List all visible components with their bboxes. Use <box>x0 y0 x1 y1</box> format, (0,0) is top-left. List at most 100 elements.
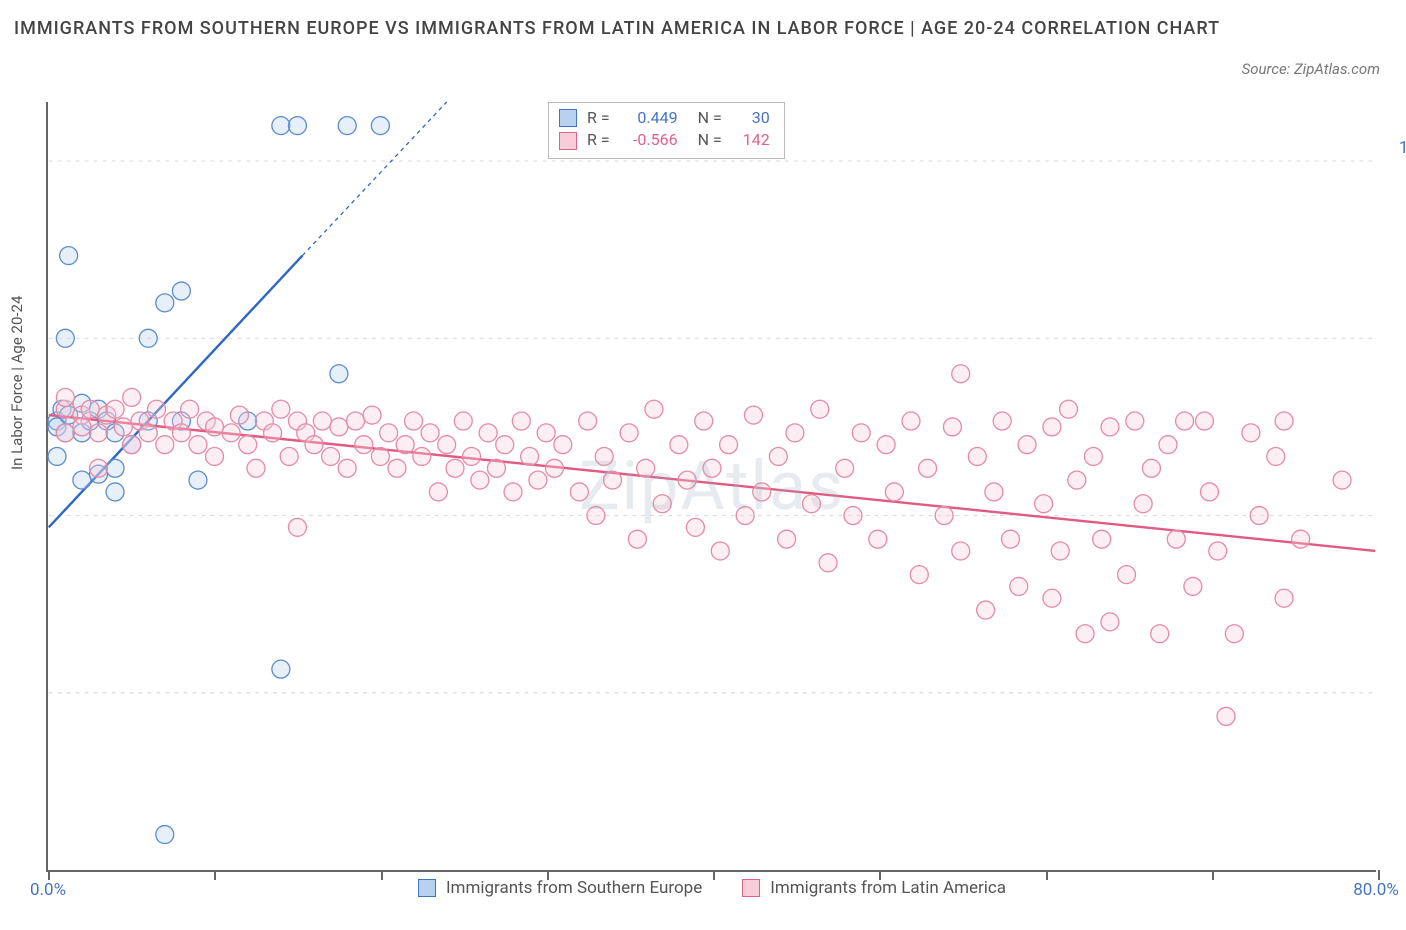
scatter-point <box>313 412 331 430</box>
scatter-point <box>769 447 787 465</box>
scatter-point <box>604 471 622 489</box>
scatter-point <box>1184 577 1202 595</box>
scatter-point <box>471 471 489 489</box>
r-value: -0.566 <box>620 129 678 151</box>
series-legend: Immigrants from Southern Europe Immigran… <box>48 878 1376 902</box>
scatter-point <box>902 412 920 430</box>
legend-label: Immigrants from Southern Europe <box>446 878 702 898</box>
scatter-point <box>172 282 190 300</box>
scatter-point <box>1018 436 1036 454</box>
scatter-point <box>910 566 928 584</box>
scatter-point <box>1010 577 1028 595</box>
scatter-point <box>844 507 862 525</box>
scatter-point <box>106 400 124 418</box>
xtick-mark <box>879 870 881 880</box>
scatter-point <box>371 447 389 465</box>
scatter-point <box>1176 412 1194 430</box>
scatter-point <box>628 530 646 548</box>
legend-item: Immigrants from Southern Europe <box>418 878 702 898</box>
scatter-point <box>686 518 704 536</box>
xtick-mark <box>381 870 383 880</box>
scatter-point <box>330 418 348 436</box>
scatter-point <box>1068 471 1086 489</box>
scatter-point <box>1118 566 1136 584</box>
scatter-point <box>744 406 762 424</box>
ytick-100: 100.0% <box>1399 138 1406 158</box>
scatter-point <box>56 329 74 347</box>
scatter-point <box>156 826 174 844</box>
scatter-point <box>720 436 738 454</box>
scatter-point <box>512 412 530 430</box>
scatter-point <box>338 117 356 135</box>
scatter-point <box>579 412 597 430</box>
scatter-point <box>811 400 829 418</box>
scatter-point <box>305 436 323 454</box>
scatter-point <box>123 388 141 406</box>
xtick-mark <box>1046 870 1048 880</box>
xtick-mark <box>214 870 216 880</box>
scatter-point <box>1076 625 1094 643</box>
source-label: Source: ZipAtlas.com <box>1242 60 1380 78</box>
scatter-point <box>181 400 199 418</box>
xtick-mark <box>1212 870 1214 880</box>
scatter-point <box>778 530 796 548</box>
y-axis-label: In Labor Force | Age 20-24 <box>8 296 26 470</box>
legend-label: Immigrants from Latin America <box>770 878 1006 898</box>
xtick-mark <box>547 870 549 880</box>
scatter-point <box>570 483 588 501</box>
series-swatch <box>418 879 436 897</box>
scatter-point <box>993 412 1011 430</box>
scatter-point <box>952 542 970 560</box>
scatter-point <box>1126 412 1144 430</box>
scatter-point <box>454 412 472 430</box>
scatter-point <box>60 247 78 265</box>
scatter-point <box>463 447 481 465</box>
scatter-point <box>73 471 91 489</box>
scatter-point <box>1043 589 1061 607</box>
scatter-point <box>985 483 1003 501</box>
scatter-point <box>1275 412 1293 430</box>
scatter-point <box>1275 589 1293 607</box>
series-swatch <box>559 132 577 150</box>
scatter-point <box>736 507 754 525</box>
scatter-point <box>885 483 903 501</box>
scatter-point <box>504 483 522 501</box>
scatter-point <box>330 365 348 383</box>
scatter-point <box>653 495 671 513</box>
r-label: R = <box>587 107 610 129</box>
scatter-point <box>819 554 837 572</box>
scatter-point <box>645 400 663 418</box>
scatter-point <box>371 117 389 135</box>
scatter-point <box>106 483 124 501</box>
scatter-point <box>280 447 298 465</box>
scatter-point <box>1043 418 1061 436</box>
scatter-point <box>1333 471 1351 489</box>
stats-row: R = 0.449 N = 30 <box>559 107 770 129</box>
scatter-point <box>1134 495 1152 513</box>
scatter-point <box>272 117 290 135</box>
scatter-point <box>405 412 423 430</box>
scatter-point <box>703 459 721 477</box>
scatter-point <box>380 424 398 442</box>
scatter-point <box>139 329 157 347</box>
scatter-point <box>711 542 729 560</box>
scatter-point <box>247 459 265 477</box>
stats-row: R = -0.566 N = 142 <box>559 129 770 151</box>
scatter-point <box>620 424 638 442</box>
scatter-point <box>156 436 174 454</box>
scatter-point <box>363 406 381 424</box>
scatter-point <box>355 436 373 454</box>
chart-container: IMMIGRANTS FROM SOUTHERN EUROPE VS IMMIG… <box>0 0 1406 930</box>
scatter-point <box>487 459 505 477</box>
scatter-point <box>1035 495 1053 513</box>
scatter-point <box>272 400 290 418</box>
scatter-point <box>952 365 970 383</box>
r-label: R = <box>587 129 610 151</box>
legend-item: Immigrants from Latin America <box>742 878 1006 898</box>
scatter-point <box>1093 530 1111 548</box>
scatter-point <box>81 400 99 418</box>
scatter-point <box>869 530 887 548</box>
scatter-point <box>148 400 166 418</box>
scatter-point <box>56 424 74 442</box>
scatter-point <box>222 424 240 442</box>
